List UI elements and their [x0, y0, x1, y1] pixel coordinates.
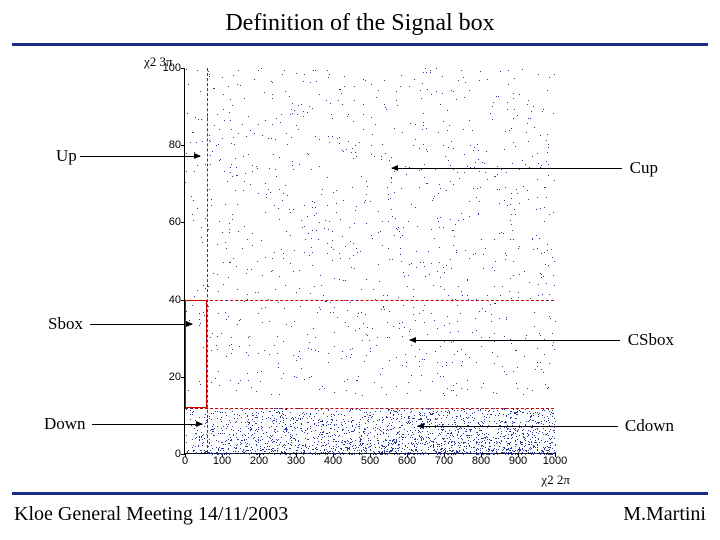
- label-cup: Cup: [630, 158, 658, 178]
- h-cut-line: [185, 300, 554, 301]
- footer-right: M.Martini: [623, 503, 706, 526]
- label-sbox: Sbox: [48, 314, 83, 334]
- content-area: Up Sbox Down Cup CSbox Cdown χ2 3π 02040…: [0, 46, 720, 492]
- slide-title: Definition of the Signal box: [0, 0, 720, 43]
- chart: χ2 3π 0204060801000100200300400500600700…: [156, 54, 564, 484]
- label-csbox: CSbox: [628, 330, 674, 350]
- label-up: Up: [56, 146, 77, 166]
- label-down: Down: [44, 414, 86, 434]
- x-axis-label: χ2 2π: [541, 472, 570, 488]
- footer-left: Kloe General Meeting 14/11/2003: [14, 503, 288, 526]
- footer: Kloe General Meeting 14/11/2003 M.Martin…: [0, 495, 720, 526]
- plot-area: 0204060801000100200300400500600700800900…: [184, 68, 554, 454]
- h-cut-line: [185, 408, 554, 409]
- label-cdown: Cdown: [625, 416, 674, 436]
